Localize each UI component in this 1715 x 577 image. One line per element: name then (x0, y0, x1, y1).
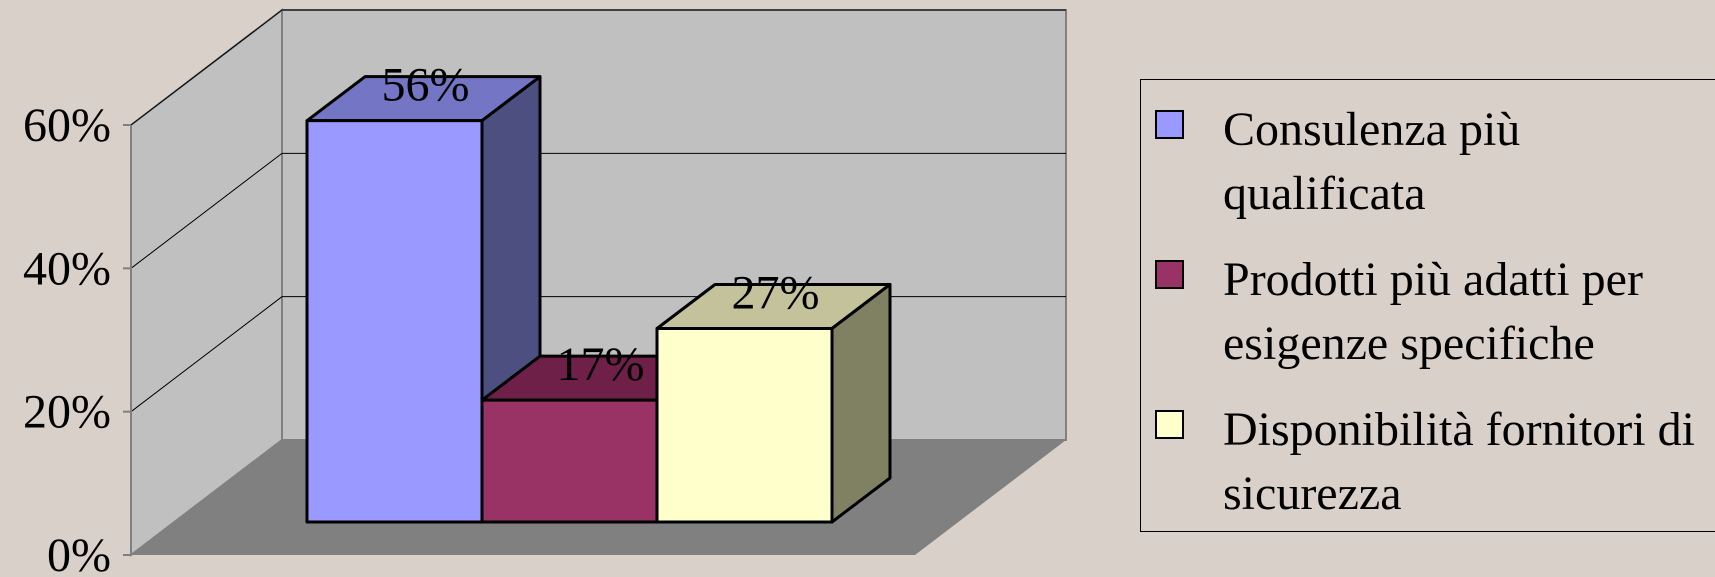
bar-front (655, 327, 834, 524)
legend: Consulenza più qualificata Prodotti più … (1140, 79, 1715, 532)
y-tick-label: 60% (23, 99, 111, 152)
gridline (130, 152, 1066, 269)
y-tick-label: 20% (23, 386, 111, 439)
bar-front (480, 398, 659, 524)
legend-label-consulenza: Consulenza più qualificata (1223, 103, 1521, 220)
legend-swatch-prodotti (1155, 260, 1184, 289)
y-tick-label: 40% (23, 242, 111, 295)
gridline (130, 9, 1066, 126)
bar (655, 283, 892, 524)
data-label: 17% (557, 338, 645, 391)
data-label: 56% (382, 59, 470, 112)
y-tick-label: 0% (47, 529, 111, 577)
bar-side (830, 283, 892, 524)
legend-label-disponibilita: Disponibilità fornitori di sicurezza (1223, 403, 1695, 520)
legend-label-prodotti: Prodotti più adatti per esigenze specifi… (1223, 253, 1643, 370)
legend-swatch-disponibilita (1155, 410, 1184, 439)
legend-swatch-consulenza (1155, 110, 1184, 139)
data-label: 27% (732, 267, 820, 320)
bar-front (305, 119, 484, 524)
